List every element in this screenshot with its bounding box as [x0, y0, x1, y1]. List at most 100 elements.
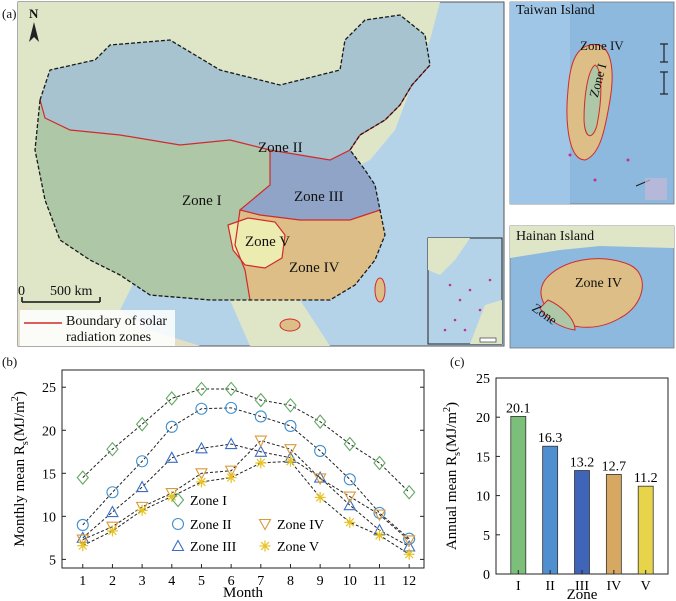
data-point: [136, 455, 149, 468]
legend-label: Zone III: [190, 540, 237, 555]
legend-marker: [171, 492, 185, 508]
y-tick-label: 5: [483, 529, 490, 544]
data-point: [76, 518, 89, 532]
zone-iii-label: Zone III: [294, 189, 344, 205]
x-tick-label: IV: [606, 579, 621, 594]
bar: [574, 470, 590, 575]
data-point: [254, 435, 268, 448]
scale-start-label: 0: [18, 284, 25, 299]
x-tick-label: 3: [139, 574, 146, 589]
data-point: [195, 441, 208, 454]
y-tick-label: 15: [42, 467, 56, 482]
data-point: [373, 455, 386, 471]
legend-marker: [258, 518, 272, 531]
series-line-5: [82, 460, 410, 555]
data-point: [197, 477, 206, 487]
x-tick-label: 4: [168, 574, 175, 589]
series-line-4: [82, 440, 410, 541]
data-point: [284, 397, 297, 413]
data-point: [404, 549, 414, 559]
data-point: [313, 473, 327, 486]
legend-label: Zone V: [277, 540, 319, 555]
data-point: [195, 381, 208, 397]
data-point: [256, 458, 266, 468]
zone-ii-area: [40, 15, 430, 160]
legend-boundary-line2: radiation zones: [66, 330, 152, 345]
zone-i-area: [35, 100, 270, 300]
data-point: [313, 414, 327, 430]
x-tick-label: 6: [228, 574, 235, 589]
data-point: [224, 437, 238, 450]
legend-marker: [171, 539, 185, 552]
data-point: [195, 468, 208, 480]
data-point: [343, 473, 356, 486]
panel-a-label: (a): [2, 6, 17, 21]
bar-value-label: 20.1: [506, 401, 530, 416]
data-point: [165, 420, 178, 433]
hainan-title: Hainan Island: [516, 229, 595, 244]
legend-marker: [171, 517, 185, 531]
data-point: [106, 505, 119, 518]
data-point: [284, 444, 297, 456]
data-point: [254, 392, 268, 408]
data-point: [402, 535, 416, 548]
bar: [510, 416, 527, 575]
x-tick-label: 12: [402, 574, 416, 589]
x-tick-label: 10: [343, 574, 357, 589]
data-point: [284, 419, 297, 433]
zone-i-label: Zone I: [182, 193, 222, 209]
y-tick-label: 0: [483, 568, 490, 583]
bar-value-label: 11.2: [634, 471, 658, 486]
x-tick-label: 5: [198, 574, 205, 589]
x-tick-label: 1: [79, 574, 86, 589]
data-point: [254, 445, 268, 457]
annual-bar-chart: 0 5 10 15 20 25 I 20.1 II 16.3 III 13.2 IV 12.7 V 11.2…: [442, 372, 669, 601]
bar: [542, 445, 559, 575]
data-point: [403, 532, 416, 545]
legend-label: Zone II: [190, 518, 232, 533]
x-tick-label: III: [575, 579, 589, 594]
bar: [605, 474, 622, 575]
data-point: [76, 534, 90, 547]
data-point: [195, 402, 208, 415]
chart-b-ylabel: Monthly mean Rs(MJ/m2): [10, 391, 31, 547]
legend-label: Zone I: [190, 494, 227, 509]
zone-v-label: Zone V: [245, 234, 291, 250]
hainan-zone-iv-label: Zone IV: [575, 276, 623, 291]
plot-b-frame: [61, 369, 425, 569]
data-point: [254, 410, 267, 423]
data-point: [345, 518, 355, 527]
data-point: [137, 506, 147, 515]
y-tick-label: 20: [476, 411, 490, 426]
y-tick-label: 20: [42, 424, 56, 439]
data-point: [224, 381, 238, 397]
chart-b-xlabel: Month: [223, 585, 264, 601]
data-point: [108, 526, 117, 536]
data-point: [167, 492, 177, 501]
legend-label: Zone IV: [277, 518, 324, 533]
legend-marker: [260, 541, 270, 551]
data-point: [106, 486, 119, 499]
y-tick-label: 25: [42, 381, 56, 396]
series-line-3: [82, 443, 410, 547]
chart-c-ylabel: Annual mean Rs(MJ/m2): [442, 402, 463, 550]
series-line-2: [82, 407, 410, 540]
data-point: [224, 465, 238, 478]
x-tick-label: II: [545, 579, 555, 594]
legend-boundary-line1: Boundary of solar: [66, 314, 168, 329]
data-point: [343, 491, 357, 504]
y-tick-label: 10: [476, 490, 490, 505]
data-point: [373, 509, 386, 522]
x-tick-label: 2: [109, 574, 116, 589]
data-point: [313, 470, 327, 483]
x-tick-label: 8: [287, 574, 294, 589]
x-tick-label: 11: [373, 574, 386, 589]
x-tick-label: 7: [257, 574, 264, 589]
data-point: [106, 441, 119, 457]
y-tick-label: 5: [49, 553, 56, 568]
data-point: [165, 451, 179, 463]
data-point: [375, 530, 384, 540]
map-svg: [17, 1, 675, 349]
panel-c-label: (c): [450, 354, 465, 369]
